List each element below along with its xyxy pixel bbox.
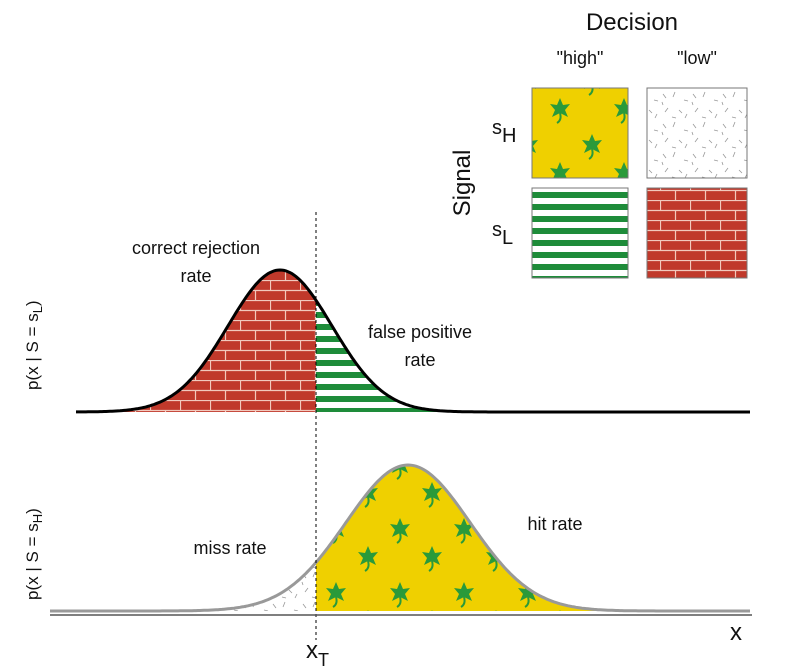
row-label-base: s (492, 219, 502, 241)
threshold-label: xT (306, 637, 329, 670)
y-label-part: ) (23, 300, 42, 306)
row-label-base: s (492, 117, 502, 139)
miss-cell (646, 87, 748, 179)
threshold-sub: T (318, 650, 329, 670)
curves (50, 268, 750, 613)
legend-title: Decision (586, 9, 678, 36)
correct-rejection-area (100, 270, 316, 412)
y-axis-label: p(x | S = sH) (23, 508, 45, 600)
row-label: sH (492, 117, 516, 147)
miss-area (200, 562, 316, 611)
annotation: miss rate (193, 538, 266, 558)
y-label-part: p(x | S = s (23, 523, 42, 600)
threshold-base: x (306, 637, 318, 664)
signal-low-curve (76, 268, 750, 414)
correct-rejection-cell (646, 187, 748, 279)
false-positive-area (316, 300, 480, 412)
annotation: hit rate (527, 514, 582, 534)
y-label-sub: L (30, 306, 45, 313)
column-label: "low" (677, 48, 717, 68)
y-label-part: p(x | S = s (23, 313, 42, 390)
annotation: rate (404, 350, 435, 370)
hit-area (316, 465, 640, 611)
row-axis-label: Signal (449, 150, 476, 217)
annotation: rate (180, 266, 211, 286)
x-axis-label: x (730, 619, 742, 646)
y-axis-label: p(x | S = sL) (23, 300, 45, 390)
column-label: "high" (557, 48, 604, 68)
hit-cell (531, 87, 629, 179)
false-positive-cell (531, 187, 629, 279)
annotation: correct rejection (132, 238, 260, 258)
row-label-sub: L (502, 227, 513, 249)
annotation: false positive (368, 322, 472, 342)
signal-high-curve (50, 463, 750, 613)
row-label-sub: H (502, 125, 516, 147)
y-label-part: ) (23, 508, 42, 514)
row-label: sL (492, 219, 513, 249)
y-label-sub: H (30, 514, 45, 523)
